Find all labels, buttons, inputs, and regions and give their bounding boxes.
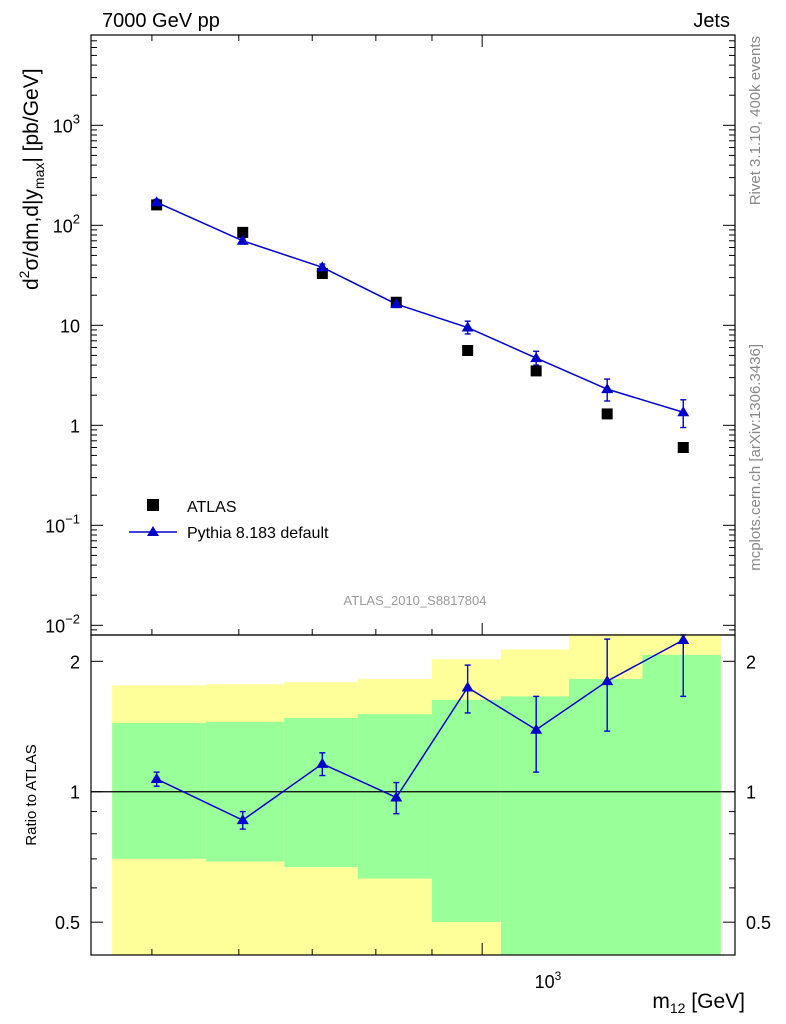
main-ytick-label: 10−2 — [45, 611, 80, 636]
legend-atlas-marker — [147, 499, 159, 511]
atlas-data-point — [601, 408, 613, 420]
ratio-frame — [90, 634, 736, 956]
main-ytick-label: 103 — [53, 111, 80, 136]
main-ytick-label: 10−1 — [45, 511, 80, 536]
atlas-data-point — [316, 267, 328, 279]
ratio-band-outer-low — [431, 922, 501, 955]
ratio-ytick-label: 1 — [70, 783, 80, 803]
main-ytick-label: 102 — [53, 211, 80, 236]
main-ylabel: d2σ/dm,d|ymax| [pb/GeV] — [16, 68, 47, 290]
mcplots-label: mcplots.cern.ch [arXiv:1306.3436] — [747, 344, 764, 571]
ratio-ytick-label: 0.5 — [55, 913, 80, 933]
atlas-data-point — [462, 344, 474, 356]
mc-point — [316, 261, 329, 272]
x-axis-label: m12 [GeV] — [652, 990, 745, 1016]
x-tick-label-1000: 103 — [535, 969, 562, 992]
ratio-band-outer-low — [112, 858, 206, 955]
ratio-ytick-label-right: 2 — [746, 652, 756, 672]
main-marks — [150, 196, 690, 453]
ratio-plot: 0.5 0.5 1 1 2 2 — [55, 633, 771, 955]
legend-mc-marker — [147, 526, 159, 536]
mc-point — [461, 321, 474, 332]
ratio-band-outer-low — [205, 861, 285, 955]
mc-point — [150, 196, 163, 207]
ratio-mc-point — [316, 757, 329, 768]
main-ytick-label: 1 — [70, 416, 80, 436]
atlas-data-point — [530, 365, 542, 377]
ratio-mc-point — [461, 681, 474, 692]
mc-point — [390, 298, 403, 309]
mc-point — [677, 406, 690, 417]
ratio-band-outer-low — [284, 867, 358, 955]
main-plot: 10−2 10−1 1 10 102 103 — [45, 34, 735, 636]
ratio-band-outer-low — [357, 878, 432, 955]
ratio-band-inner — [642, 654, 721, 955]
legend-atlas-label: ATLAS — [187, 499, 237, 516]
mc-line — [156, 201, 684, 413]
header-right-title: Jets — [693, 10, 730, 32]
legend: ATLAS Pythia 8.183 default — [129, 499, 329, 542]
ratio-mc-point — [236, 814, 249, 825]
ratio-band-inner — [500, 696, 570, 955]
mc-point — [601, 383, 614, 394]
ratio-ytick-label-right: 0.5 — [746, 913, 771, 933]
ratio-mc-point — [150, 773, 163, 784]
rivet-version-label: Rivet 3.1.10, 400k events — [747, 36, 764, 205]
header-left-title: 7000 GeV pp — [102, 10, 220, 32]
ratio-bands — [112, 635, 721, 955]
main-ytick-label: 10 — [60, 316, 80, 336]
ratio-ylabel: Ratio to ATLAS — [23, 744, 40, 845]
atlas-data-point — [677, 441, 689, 453]
ratio-band-inner — [284, 717, 358, 868]
ratio-band-inner — [112, 723, 206, 859]
main-axis-ticks: 10−2 10−1 1 10 102 103 — [45, 34, 735, 636]
ratio-mc-point — [677, 633, 690, 644]
legend-mc-label: Pythia 8.183 default — [187, 525, 329, 542]
ratio-axis-ticks: 0.5 0.5 1 1 2 2 — [55, 652, 771, 955]
atlas-data-point — [237, 226, 249, 238]
ratio-mc-point — [390, 791, 403, 802]
ratio-marks — [150, 633, 690, 830]
mc-point — [236, 234, 249, 245]
main-frame — [90, 34, 736, 636]
ratio-mc-point — [530, 723, 543, 734]
ratio-ytick-label-right: 1 — [746, 783, 756, 803]
analysis-id-label: ATLAS_2010_S8817804 — [344, 593, 487, 608]
ratio-band-inner — [569, 679, 643, 955]
ratio-band-inner — [431, 699, 501, 923]
ratio-mc-point — [601, 675, 614, 686]
ratio-ytick-label: 2 — [70, 652, 80, 672]
ratio-mc-line — [156, 639, 684, 821]
mc-point — [530, 352, 543, 363]
